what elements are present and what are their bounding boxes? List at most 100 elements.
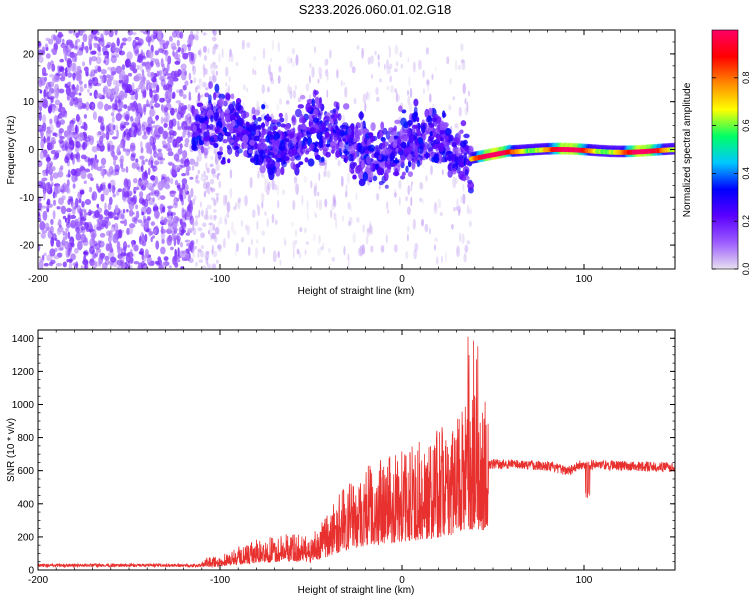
- noise-cell: [197, 252, 200, 258]
- noise-cell: [213, 237, 218, 243]
- noise-cell: [222, 194, 226, 207]
- band-cell: [401, 171, 406, 176]
- noise-cell: [221, 48, 224, 59]
- noise-cell: [189, 34, 193, 44]
- band-cell: [383, 171, 389, 182]
- noise-cell: [394, 192, 397, 198]
- noise-cell: [39, 257, 45, 263]
- band-cell: [320, 156, 325, 164]
- noise-cell: [462, 193, 466, 205]
- band-cell: [415, 128, 420, 133]
- noise-cell: [91, 191, 98, 201]
- noise-cell: [422, 87, 426, 95]
- noise-cell: [246, 42, 251, 48]
- band-cell: [400, 175, 406, 180]
- noise-cell: [254, 247, 259, 259]
- noise-cell: [174, 227, 179, 232]
- noise-cell: [80, 125, 86, 129]
- noise-cell: [105, 216, 110, 220]
- band-peak: [401, 142, 407, 149]
- noise-cell: [57, 31, 63, 39]
- band-cell: [324, 131, 330, 138]
- band-cell: [340, 154, 347, 159]
- noise-cell: [192, 222, 195, 231]
- noise-cell: [326, 72, 329, 82]
- noise-cell: [78, 80, 83, 85]
- noise-cell: [262, 246, 266, 254]
- noise-cell: [190, 79, 193, 84]
- noise-cell: [303, 227, 307, 234]
- noise-cell: [433, 244, 437, 251]
- band-cell: [267, 165, 274, 176]
- noise-cell: [77, 191, 81, 199]
- noise-cell: [218, 180, 222, 189]
- noise-cell: [176, 184, 181, 189]
- noise-cell: [38, 111, 42, 122]
- noise-cell: [64, 83, 68, 88]
- noise-cell: [457, 64, 462, 71]
- noise-cell: [132, 178, 138, 184]
- noise-cell: [294, 179, 297, 190]
- noise-cell: [127, 72, 133, 77]
- y-tick-label: -20: [20, 241, 35, 252]
- noise-cell: [169, 190, 176, 198]
- noise-cell: [126, 51, 133, 61]
- noise-cell: [79, 84, 83, 89]
- noise-cell: [64, 131, 70, 137]
- band-cell: [280, 123, 286, 128]
- noise-cell: [127, 179, 131, 189]
- noise-cell: [64, 155, 69, 164]
- noise-cell: [154, 50, 159, 56]
- noise-cell: [277, 184, 280, 196]
- band-cell: [257, 141, 264, 149]
- noise-cell: [296, 248, 300, 255]
- noise-cell: [172, 202, 179, 209]
- noise-cell: [121, 37, 128, 42]
- band-cell: [378, 180, 384, 186]
- noise-cell: [77, 97, 83, 103]
- noise-cell: [184, 239, 191, 243]
- noise-cell: [142, 159, 146, 166]
- noise-cell: [143, 92, 146, 99]
- noise-cell: [228, 75, 231, 83]
- noise-cell: [38, 197, 42, 202]
- noise-cell: [211, 36, 217, 42]
- noise-cell: [215, 163, 220, 172]
- noise-cell: [121, 167, 126, 173]
- noise-cell: [147, 116, 153, 126]
- band-cell: [318, 102, 322, 109]
- noise-cell: [195, 261, 198, 267]
- noise-cell: [133, 128, 137, 138]
- noise-cell: [214, 199, 219, 205]
- noise-cell: [109, 262, 114, 267]
- band-cell: [352, 162, 358, 167]
- noise-cell: [456, 198, 459, 209]
- noise-cell: [97, 187, 102, 193]
- band-cell: [242, 111, 250, 118]
- band-peak: [440, 137, 444, 142]
- noise-cell: [101, 219, 107, 225]
- noise-cell: [66, 207, 72, 213]
- noise-cell: [88, 209, 92, 217]
- band-cell: [314, 128, 321, 134]
- noise-cell: [311, 66, 315, 78]
- band-cell: [297, 104, 305, 109]
- noise-cell: [125, 148, 131, 157]
- noise-cell: [197, 169, 201, 175]
- noise-cell: [197, 227, 203, 232]
- noise-cell: [218, 52, 221, 63]
- noise-cell: [146, 99, 149, 107]
- noise-cell: [202, 222, 207, 228]
- noise-cell: [71, 84, 76, 91]
- noise-cell: [101, 264, 108, 269]
- noise-cell: [130, 95, 136, 101]
- noise-cell: [112, 47, 117, 52]
- noise-cell: [198, 259, 204, 264]
- noise-cell: [332, 195, 336, 207]
- noise-cell: [80, 265, 84, 269]
- noise-cell: [429, 93, 432, 103]
- noise-cell: [136, 180, 143, 191]
- band-cell: [208, 81, 214, 89]
- band-cell: [417, 122, 421, 131]
